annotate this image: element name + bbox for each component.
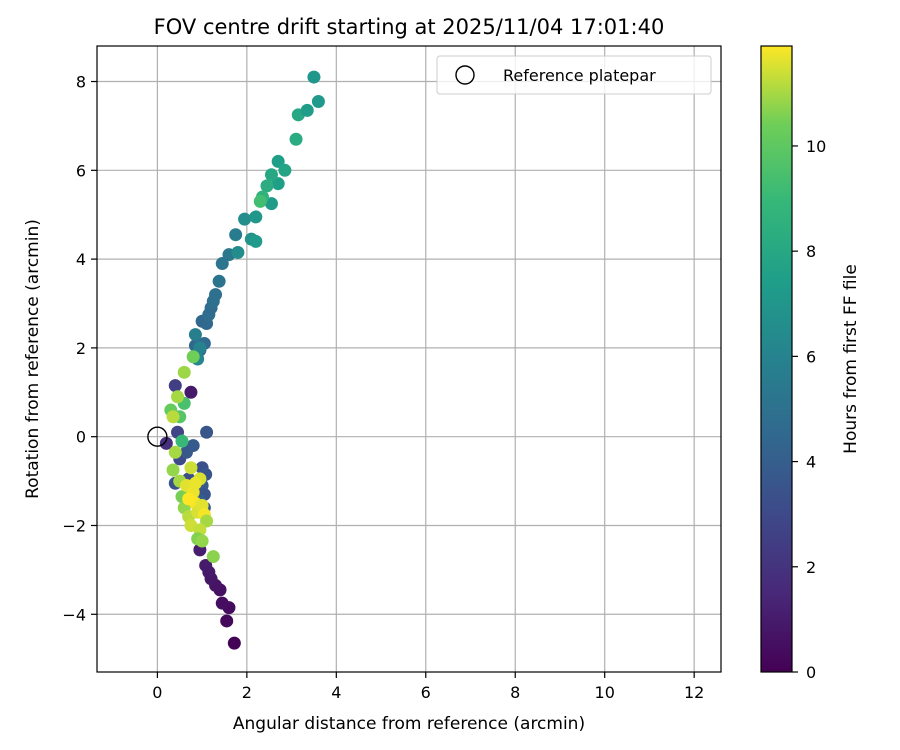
colorbar-tick-label: 6 xyxy=(806,347,816,366)
data-point xyxy=(215,257,229,271)
data-point xyxy=(227,636,241,650)
y-ticks: −4 −2 0 2 4 6 8 xyxy=(62,73,97,624)
colorbar-tick-label: 10 xyxy=(806,137,826,156)
colorbar: 0 2 4 6 8 10 Hours from first FF file xyxy=(760,45,861,682)
legend: Reference platepar xyxy=(436,55,712,95)
legend-box xyxy=(436,55,712,95)
data-point xyxy=(184,461,198,475)
data-point xyxy=(166,410,180,424)
colorbar-frame xyxy=(760,45,793,673)
legend-label: Reference platepar xyxy=(503,66,656,85)
data-point xyxy=(195,534,209,548)
colorbar-label: Hours from first FF file xyxy=(841,264,861,454)
y-tick-label: 8 xyxy=(76,73,86,92)
data-point xyxy=(311,94,325,108)
data-point xyxy=(175,434,189,448)
data-point xyxy=(166,463,180,477)
data-point xyxy=(231,245,245,259)
plot-frame xyxy=(96,45,722,673)
y-tick-label: 0 xyxy=(76,428,86,447)
data-point xyxy=(253,194,267,208)
data-point xyxy=(182,492,196,506)
data-points xyxy=(159,70,325,650)
data-point xyxy=(184,385,198,399)
data-point xyxy=(199,558,213,572)
data-point xyxy=(177,365,191,379)
data-point xyxy=(271,154,285,168)
colorbar-tick-label: 8 xyxy=(806,242,816,261)
data-point xyxy=(278,163,292,177)
reference-marker xyxy=(147,426,168,447)
data-point xyxy=(264,197,278,211)
data-point xyxy=(220,614,234,628)
y-tick-label: 6 xyxy=(76,161,86,180)
data-point xyxy=(215,596,229,610)
y-tick-label: −4 xyxy=(62,605,86,624)
data-point xyxy=(307,70,321,84)
data-point xyxy=(193,341,207,355)
x-tick-label: 4 xyxy=(331,683,341,702)
data-point xyxy=(188,328,202,342)
colorbar-tick-label: 4 xyxy=(806,453,816,472)
data-point xyxy=(260,179,274,193)
x-tick-label: 12 xyxy=(684,683,704,702)
y-tick-label: 4 xyxy=(76,250,86,269)
data-point xyxy=(186,439,200,453)
y-tick-label: 2 xyxy=(76,339,86,358)
data-point xyxy=(229,228,243,242)
data-point xyxy=(249,234,263,248)
data-point xyxy=(159,436,173,450)
colorbar-tick-label: 0 xyxy=(806,663,816,682)
data-point xyxy=(264,168,278,182)
x-tick-label: 2 xyxy=(242,683,252,702)
data-point xyxy=(209,288,223,302)
data-point xyxy=(249,210,263,224)
chart-title: FOV centre drift starting at 2025/11/04 … xyxy=(154,15,665,39)
y-axis-label: Rotation from reference (arcmin) xyxy=(23,219,43,499)
data-point xyxy=(186,350,200,364)
data-point xyxy=(188,476,202,490)
data-point xyxy=(200,425,214,439)
data-point xyxy=(212,274,226,288)
x-tick-label: 6 xyxy=(421,683,431,702)
data-point xyxy=(300,103,314,117)
data-point xyxy=(200,514,214,528)
colorbar-ticks: 0 2 4 6 8 10 xyxy=(792,137,826,682)
x-tick-label: 0 xyxy=(152,683,162,702)
data-point xyxy=(168,379,182,393)
x-axis-label: Angular distance from reference (arcmin) xyxy=(233,714,585,734)
data-point xyxy=(206,550,220,564)
data-point xyxy=(238,212,252,226)
reference-platepar-point xyxy=(147,426,168,447)
x-tick-label: 10 xyxy=(595,683,615,702)
data-point xyxy=(271,177,285,191)
legend-marker xyxy=(455,65,475,85)
y-tick-label: −2 xyxy=(62,516,86,535)
data-point xyxy=(171,390,185,404)
data-point xyxy=(289,132,303,146)
x-ticks: 0 2 4 6 8 10 12 xyxy=(152,672,704,702)
colorbar-gradient xyxy=(761,46,792,672)
x-tick-label: 8 xyxy=(510,683,520,702)
data-point xyxy=(168,445,182,459)
colorbar-tick-label: 2 xyxy=(806,558,816,577)
